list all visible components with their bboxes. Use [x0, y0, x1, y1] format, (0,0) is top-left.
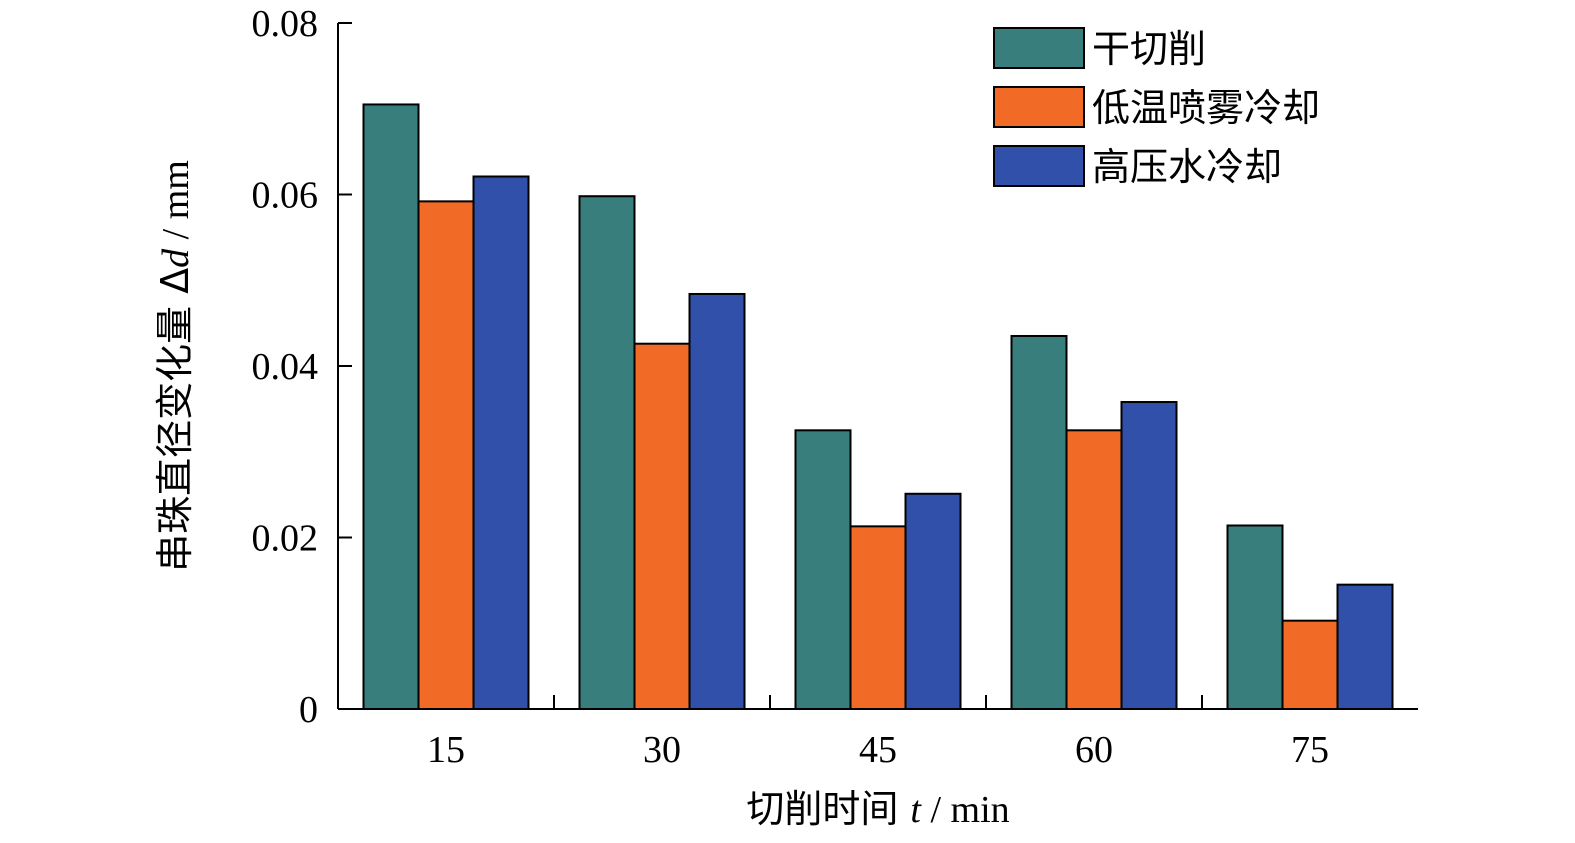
y-axis-title-prefix: 串珠直径变化量 Δ — [153, 268, 197, 572]
bar-15-series-1 — [362, 103, 420, 710]
x-axis-title-unit: / min — [921, 789, 1010, 831]
legend-swatch-series-1 — [993, 27, 1085, 69]
bar-60-series-2 — [1065, 429, 1123, 710]
y-axis-title: 串珠直径变化量 Δd / mm — [153, 160, 197, 572]
bars-group — [362, 103, 1394, 711]
x-tick-label: 75 — [1291, 729, 1329, 771]
bar-30-series-2 — [633, 342, 691, 710]
x-axis-title-prefix: 切削时间 — [746, 787, 910, 831]
bar-75-series-2 — [1281, 619, 1339, 710]
y-tick-label: 0.08 — [252, 3, 319, 45]
y-tick-label: 0.04 — [252, 346, 319, 388]
bar-45-series-2 — [849, 525, 907, 710]
bar-75-series-3 — [1336, 583, 1394, 710]
legend-swatch-series-3 — [993, 145, 1085, 187]
legend-swatch-series-2 — [993, 86, 1085, 128]
x-tick-label: 45 — [859, 729, 897, 771]
bar-45-series-1 — [794, 429, 852, 710]
y-axis-title-unit: / mm — [155, 160, 197, 249]
bar-60-series-1 — [1010, 334, 1068, 710]
legend-label-series-1: 干切削 — [1092, 27, 1206, 71]
bar-15-series-3 — [472, 175, 530, 710]
legend-label-series-2: 低温喷雾冷却 — [1092, 86, 1320, 130]
x-tick-label: 30 — [643, 729, 681, 771]
legend-label-series-3: 高压水冷却 — [1092, 145, 1282, 189]
bar-30-series-1 — [578, 195, 636, 710]
bar-45-series-3 — [904, 492, 962, 710]
x-tick-label: 15 — [427, 729, 465, 771]
bar-60-series-3 — [1120, 401, 1178, 710]
y-axis-title-variable: d — [155, 248, 197, 268]
y-tick-label: 0.02 — [252, 518, 319, 560]
bar-30-series-3 — [688, 292, 746, 710]
x-axis-title-variable: t — [910, 789, 922, 831]
y-tick-label: 0.06 — [252, 175, 319, 217]
y-tick-label: 0 — [299, 689, 318, 731]
x-axis-ticks: 15 30 45 60 75 — [427, 695, 1329, 771]
x-axis-title: 切削时间 t / min — [746, 787, 1009, 831]
bar-15-series-2 — [417, 200, 475, 711]
y-axis-ticks: 0 0.02 0.04 0.06 0.08 — [252, 3, 352, 731]
bar-75-series-1 — [1226, 524, 1284, 710]
x-tick-label: 60 — [1075, 729, 1113, 771]
